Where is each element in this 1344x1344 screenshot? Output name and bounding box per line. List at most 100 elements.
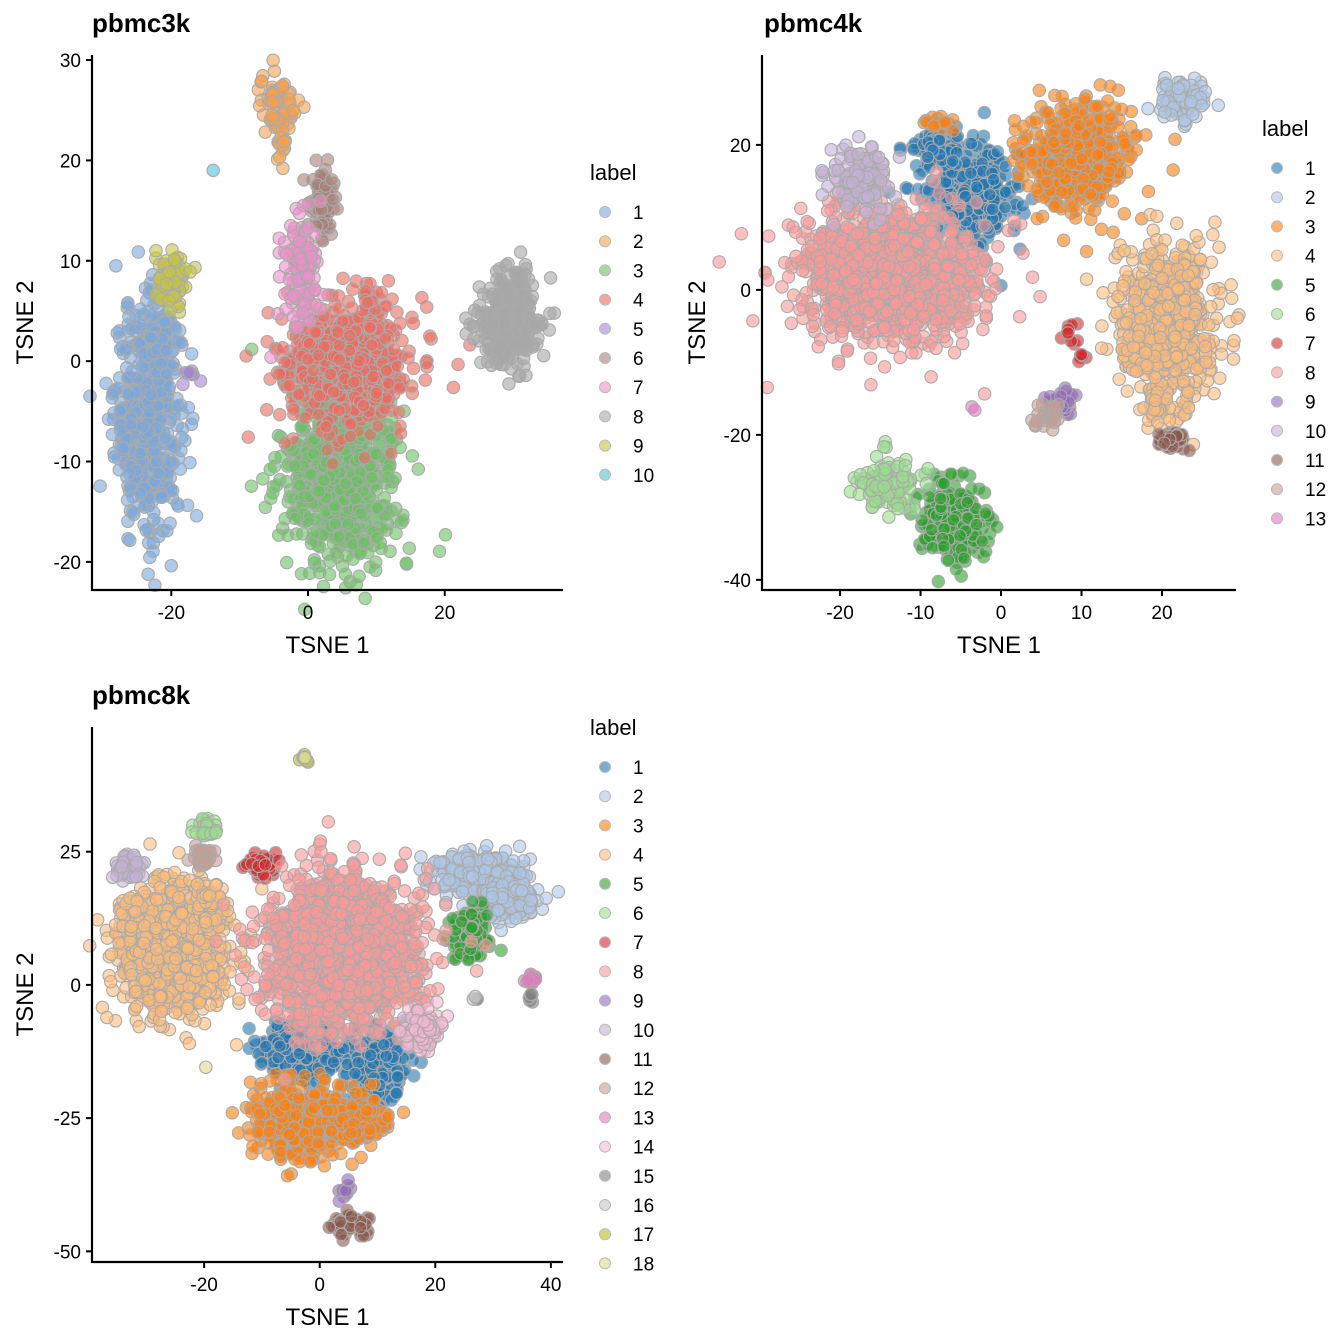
data-point [1093,135,1108,149]
data-point [1129,128,1143,142]
data-point [1024,115,1039,129]
data-point [109,259,123,273]
data-point [288,511,302,526]
data-point [121,532,135,546]
data-point [536,348,551,363]
data-point [983,187,997,202]
data-point [378,332,393,346]
data-point [282,378,296,393]
data-point [379,363,394,378]
data-point [151,516,165,531]
data-point [345,282,360,296]
data-point [509,337,524,352]
data-point [924,523,939,537]
data-point [365,338,379,352]
data-point [1166,163,1180,177]
data-point [244,479,259,493]
data-point [406,361,421,376]
data-point [151,466,166,481]
data-point [101,412,116,426]
data-point [975,534,990,548]
legend-swatch-icon [599,468,611,481]
data-point [308,325,322,340]
data-point [956,466,970,481]
data-point [964,136,979,151]
data-point [193,374,208,388]
data-point [543,271,558,285]
data-point [307,553,322,567]
data-point [339,476,353,491]
data-point [298,411,313,425]
data-point [183,455,197,470]
data-point [286,288,301,303]
points-layer [712,70,1246,589]
series-1 [83,245,204,592]
data-point [162,265,177,279]
data-point [418,373,433,387]
data-point [978,506,993,520]
series-9 [149,243,202,319]
data-point [338,567,353,582]
y-axis-title: TSNE 2 [12,280,39,364]
data-point [1040,105,1055,120]
data-point [296,306,310,321]
data-point [1133,311,1148,326]
legend-item: 9 [599,437,644,458]
data-point [1207,386,1221,401]
data-point [292,234,307,249]
legend-swatch-icon [599,264,611,277]
data-point [112,324,127,338]
data-point [178,433,192,448]
data-point [1079,244,1094,259]
legend-label: 6 [633,349,644,370]
data-point [479,342,493,357]
data-point [512,304,527,318]
data-point [277,135,291,149]
data-point [369,386,384,400]
data-point [159,277,174,291]
data-point [432,544,447,559]
data-point [263,372,277,386]
data-point [1112,372,1126,386]
legend-item: 7 [599,378,644,399]
data-point [306,447,321,461]
data-point [113,423,128,437]
data-point [543,306,557,321]
data-point [1212,240,1226,254]
legend-title: label [590,160,636,185]
series-4 [1079,207,1246,452]
data-point [1102,165,1116,179]
data-point [1189,228,1203,243]
data-point [1103,79,1117,94]
data-point [386,342,401,357]
legend-item: 3 [599,261,644,282]
data-point [292,206,307,221]
data-point [149,243,163,258]
data-point [279,555,294,570]
data-point [1182,318,1196,333]
series-5 [176,364,208,392]
y-tick-label: -20 [54,553,81,574]
data-point [415,290,429,305]
data-point [1226,352,1241,366]
data-point [493,261,507,276]
series-7 [264,194,331,364]
data-point [358,591,372,606]
data-point [1168,132,1182,147]
data-point [184,417,199,432]
data-point [356,536,371,550]
data-point [113,342,128,356]
data-point [1224,278,1238,292]
data-point [878,462,892,477]
data-point [488,294,503,308]
data-point [328,517,343,531]
data-point [1083,187,1098,201]
pbmc3k-panel: pbmc3k -20 0 20 -20 -10 0 10 20 30 TSNE 1 TSNE 2 la… [0,0,672,672]
data-point [509,265,524,280]
data-point [1193,252,1208,267]
data-point [446,380,461,395]
data-point [937,476,951,491]
data-point [1059,126,1073,140]
data-point [1090,99,1105,113]
